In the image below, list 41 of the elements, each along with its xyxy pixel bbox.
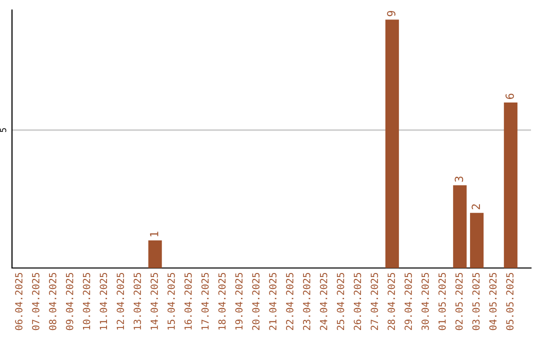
x-tick-label: 15.04.2025: [168, 272, 175, 330]
data-label: 6: [506, 94, 514, 99]
x-tick-label: 02.05.2025: [455, 272, 463, 330]
x-tick-label: 08.04.2025: [48, 272, 56, 330]
x-tick-label: 10.04.2025: [82, 272, 90, 330]
x-tick-label: 20.04.2025: [252, 272, 260, 330]
x-tick-label: 01.05.2025: [438, 272, 446, 330]
x-tick-label: 29.04.2025: [404, 272, 412, 330]
x-tick-label: 04.05.2025: [489, 272, 497, 330]
x-tick-label: 19.04.2025: [235, 272, 243, 330]
x-tick-label: 16.04.2025: [184, 272, 192, 330]
x-tick-label: 14.04.2025: [150, 272, 158, 330]
bar: [385, 20, 399, 268]
x-tick-label: 12.04.2025: [116, 272, 124, 330]
x-tick-label: 05.05.2025: [506, 272, 514, 330]
data-label: 3: [454, 176, 464, 182]
data-label: 2: [472, 204, 480, 210]
data-label: 9: [386, 10, 396, 16]
y-tick-label: 5: [0, 128, 6, 132]
x-tick-label: 03.05.2025: [472, 272, 480, 330]
x-tick-label: 13.04.2025: [134, 272, 141, 330]
x-tick-label: 21.04.2025: [269, 272, 276, 330]
bar: [470, 212, 484, 268]
x-tick-label: 24.04.2025: [320, 272, 328, 330]
x-tick-label: 27.04.2025: [370, 272, 378, 330]
x-tick-label: 17.04.2025: [201, 272, 209, 330]
x-tick-label: 28.04.2025: [388, 272, 395, 330]
bar: [504, 102, 518, 268]
data-label: 1: [150, 232, 158, 236]
x-tick-label: 26.04.2025: [354, 272, 362, 330]
x-tick-label: 18.04.2025: [218, 272, 226, 330]
bar: [148, 240, 162, 268]
x-tick-label: 06.04.2025: [15, 272, 22, 330]
x-tick-label: 09.04.2025: [66, 272, 74, 330]
bar: [453, 185, 467, 268]
x-tick-label: 22.04.2025: [286, 272, 294, 330]
x-tick-label: 07.04.2025: [32, 272, 40, 330]
x-tick-label: 25.04.2025: [336, 272, 344, 330]
x-tick-label: 23.04.2025: [302, 272, 310, 330]
x-tick-label: 30.04.2025: [422, 272, 429, 330]
x-tick-label: 11.04.2025: [100, 272, 108, 330]
